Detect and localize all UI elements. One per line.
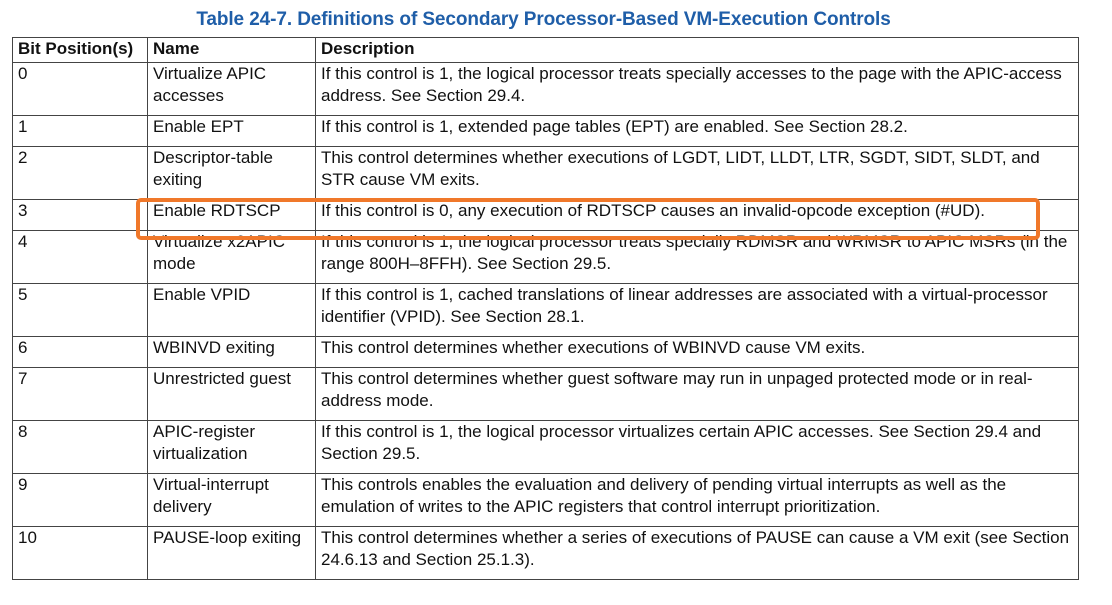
table-row: 4 Virtualize x2APIC mode If this control…	[12, 230, 1079, 284]
bit-cell: 8	[12, 420, 148, 474]
table-row: 6 WBINVD exiting This control determines…	[12, 336, 1079, 368]
header-row: Bit Position(s) Name Description	[12, 37, 1079, 63]
bit-cell: 10	[12, 526, 148, 580]
description-cell: If this control is 1, the logical proces…	[315, 62, 1079, 116]
description-cell: This controls enables the evaluation and…	[315, 473, 1079, 527]
bit-cell: 6	[12, 336, 148, 368]
table-row: 2 Descriptor-table exiting This control …	[12, 146, 1079, 200]
description-cell: If this control is 1, cached translation…	[315, 283, 1079, 337]
name-cell: PAUSE-loop exiting	[147, 526, 316, 580]
description-cell: This control determines whether a series…	[315, 526, 1079, 580]
bit-cell: 9	[12, 473, 148, 527]
name-cell: WBINVD exiting	[147, 336, 316, 368]
name-cell: Virtualize x2APIC mode	[147, 230, 316, 284]
column-header-name: Name	[147, 37, 316, 63]
bit-cell: 1	[12, 115, 148, 147]
table-row: 7 Unrestricted guest This control determ…	[12, 367, 1079, 421]
name-cell: Enable VPID	[147, 283, 316, 337]
name-cell: APIC-register virtualization	[147, 420, 316, 474]
vm-execution-controls-table: Bit Position(s) Name Description 0 Virtu…	[12, 37, 1079, 580]
table-row: 0 Virtualize APIC accesses If this contr…	[12, 62, 1079, 116]
name-cell: Enable RDTSCP	[147, 199, 316, 231]
description-cell: If this control is 1, the logical proces…	[315, 230, 1079, 284]
bit-cell: 4	[12, 230, 148, 284]
bit-cell: 2	[12, 146, 148, 200]
table-row: 9 Virtual-interrupt delivery This contro…	[12, 473, 1079, 527]
description-cell: If this control is 0, any execution of R…	[315, 199, 1079, 231]
description-cell: If this control is 1, the logical proces…	[315, 420, 1079, 474]
table-row: 8 APIC-register virtualization If this c…	[12, 420, 1079, 474]
name-cell: Enable EPT	[147, 115, 316, 147]
column-header-description: Description	[315, 37, 1079, 63]
description-cell: This control determines whether executio…	[315, 146, 1079, 200]
bit-cell: 0	[12, 62, 148, 116]
description-cell: This control determines whether executio…	[315, 336, 1079, 368]
bit-cell: 3	[12, 199, 148, 231]
table-row-highlighted: 3 Enable RDTSCP If this control is 0, an…	[12, 199, 1079, 231]
bit-cell: 7	[12, 367, 148, 421]
table-title: Table 24-7. Definitions of Secondary Pro…	[196, 9, 891, 30]
bit-cell: 5	[12, 283, 148, 337]
description-cell: If this control is 1, extended page tabl…	[315, 115, 1079, 147]
table-row: 10 PAUSE-loop exiting This control deter…	[12, 526, 1079, 580]
description-cell: This control determines whether guest so…	[315, 367, 1079, 421]
name-cell: Descriptor-table exiting	[147, 146, 316, 200]
name-cell: Virtual-interrupt delivery	[147, 473, 316, 527]
table-row: 1 Enable EPT If this control is 1, exten…	[12, 115, 1079, 147]
name-cell: Unrestricted guest	[147, 367, 316, 421]
table-row: 5 Enable VPID If this control is 1, cach…	[12, 283, 1079, 337]
name-cell: Virtualize APIC accesses	[147, 62, 316, 116]
column-header-bit-position: Bit Position(s)	[12, 37, 148, 63]
